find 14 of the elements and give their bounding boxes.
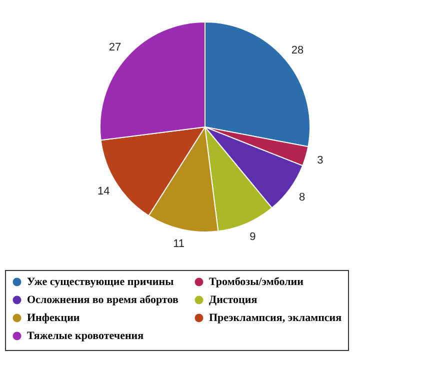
- data-label: 11: [173, 238, 185, 250]
- legend-label: Дистоция: [209, 294, 258, 306]
- data-label: 27: [108, 42, 122, 54]
- legend-label: Инфекции: [27, 312, 80, 324]
- data-label: 9: [250, 231, 256, 244]
- legend-label: Уже существующие причины: [27, 276, 174, 288]
- data-label: 28: [291, 44, 304, 57]
- data-label: 3: [317, 154, 324, 166]
- legend-label: Тяжелые кровотечения: [27, 330, 144, 342]
- legend-label: Осложнения во время абортов: [27, 294, 178, 306]
- data-label: 14: [98, 185, 110, 198]
- data-label: 8: [299, 192, 306, 204]
- legend-label: Тромбозы/эмболии: [209, 276, 304, 288]
- legend-label: Преэклампсия, эклампсия: [209, 312, 342, 324]
